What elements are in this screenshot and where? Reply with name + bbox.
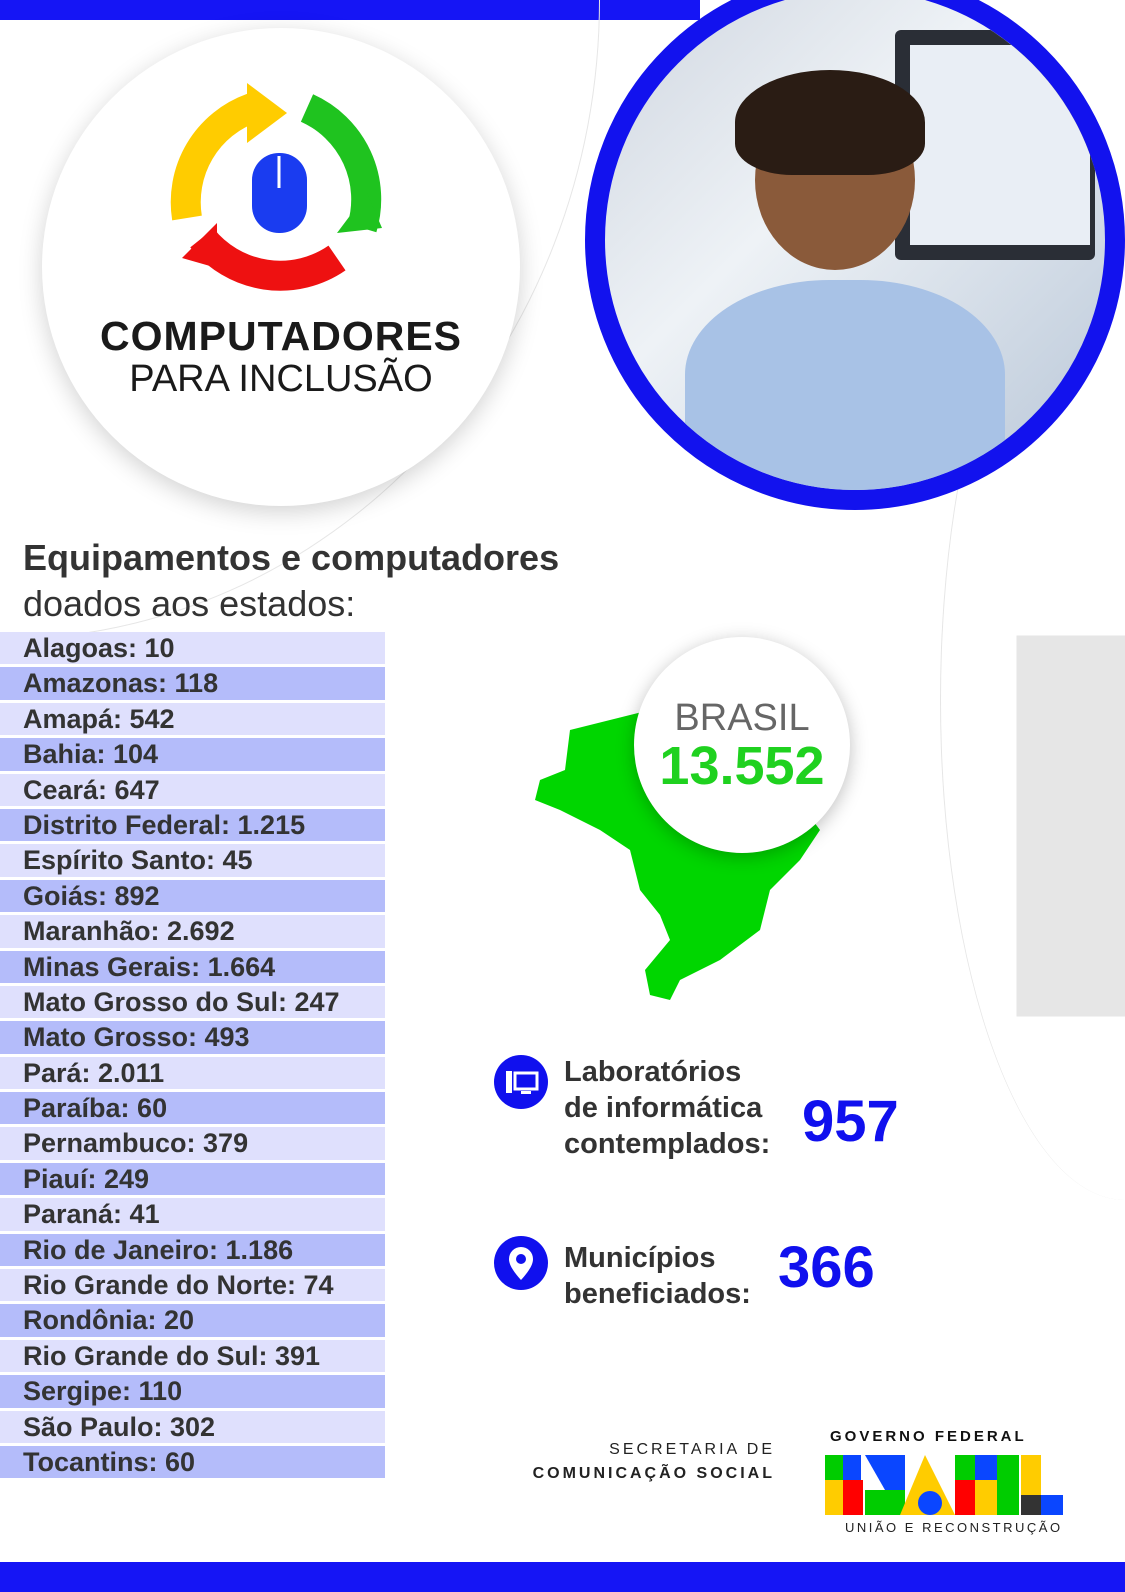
secretaria-line-2: COMUNICAÇÃO SOCIAL — [532, 1465, 775, 1482]
state-row: Amazonas: 118 — [0, 667, 385, 703]
state-row: Tocantins: 60 — [0, 1445, 385, 1482]
state-row: Pernambuco: 379 — [0, 1127, 385, 1163]
logo-subtitle: PARA INCLUSÃO — [129, 358, 433, 400]
state-row: Rio de Janeiro: 1.186 — [0, 1233, 385, 1270]
state-row: Goiás: 892 — [0, 879, 385, 916]
labs-line-1: Laboratórios — [564, 1056, 742, 1088]
state-row: Pará: 2.011 — [0, 1056, 385, 1093]
brasil-total: 13.552 — [659, 736, 825, 796]
state-row: Sergipe: 110 — [0, 1375, 385, 1411]
state-row: Paraná: 41 — [0, 1198, 385, 1234]
state-row: Minas Gerais: 1.664 — [0, 950, 385, 986]
location-pin-icon — [494, 1236, 548, 1290]
governo-federal-label: GOVERNO FEDERAL — [830, 1428, 1027, 1445]
municipios-line-1: Municípios — [564, 1242, 716, 1274]
state-row: Paraíba: 60 — [0, 1092, 385, 1128]
brasil-total-badge: BRASIL 13.552 — [634, 637, 850, 853]
section-heading: Equipamentos e computadores doados aos e… — [23, 535, 559, 627]
logo-title: COMPUTADORES — [99, 313, 463, 359]
state-row: Amapá: 542 — [0, 702, 385, 739]
state-row: Rio Grande do Norte: 74 — [0, 1269, 385, 1305]
secretaria-line-1: SECRETARIA DE — [609, 1441, 775, 1458]
state-row: Mato Grosso do Sul: 247 — [0, 985, 385, 1022]
slogan: UNIÃO E RECONSTRUÇÃO — [845, 1520, 1063, 1535]
program-logo: COMPUTADORES PARA INCLUSÃO — [42, 28, 520, 506]
labs-line-3: contemplados: — [564, 1128, 771, 1160]
heading-line-1: Equipamentos e computadores — [23, 537, 560, 578]
labs-stat: Laboratórios de informática contemplados… — [564, 1054, 899, 1162]
state-row: Distrito Federal: 1.215 — [0, 808, 385, 845]
secretaria-logo: SECRETARIA DE COMUNICAÇÃO SOCIAL — [533, 1438, 775, 1486]
state-row: Piauí: 249 — [0, 1162, 385, 1199]
state-row: Rondônia: 20 — [0, 1304, 385, 1340]
brasil-label: BRASIL — [674, 697, 810, 739]
decorative-swoosh — [940, 200, 1125, 1200]
state-row: Maranhão: 2.692 — [0, 915, 385, 951]
state-row: Rio Grande do Sul: 391 — [0, 1339, 385, 1376]
recycle-arrows-mouse-icon — [170, 83, 382, 291]
states-list: Alagoas: 10 Amazonas: 118 Amapá: 542 Bahia:… — [0, 632, 385, 1482]
state-row: Bahia: 104 — [0, 738, 385, 774]
labs-value: 957 — [802, 1089, 899, 1154]
brasil-government-logo — [825, 1455, 1063, 1515]
computer-icon — [494, 1055, 548, 1109]
labs-line-2: de informática — [564, 1092, 763, 1124]
municipios-value: 366 — [778, 1235, 875, 1300]
bottom-bar — [0, 1562, 1125, 1592]
state-row: Alagoas: 10 — [0, 632, 385, 668]
state-row: Espírito Santo: 45 — [0, 844, 385, 880]
state-row: São Paulo: 302 — [0, 1410, 385, 1446]
heading-line-2: doados aos estados: — [23, 583, 356, 624]
state-row: Ceará: 647 — [0, 773, 385, 809]
municipios-line-2: beneficiados: — [564, 1278, 751, 1310]
municipios-stat: Municípios beneficiados: 366 — [564, 1239, 875, 1312]
state-row: Mato Grosso: 493 — [0, 1021, 385, 1057]
